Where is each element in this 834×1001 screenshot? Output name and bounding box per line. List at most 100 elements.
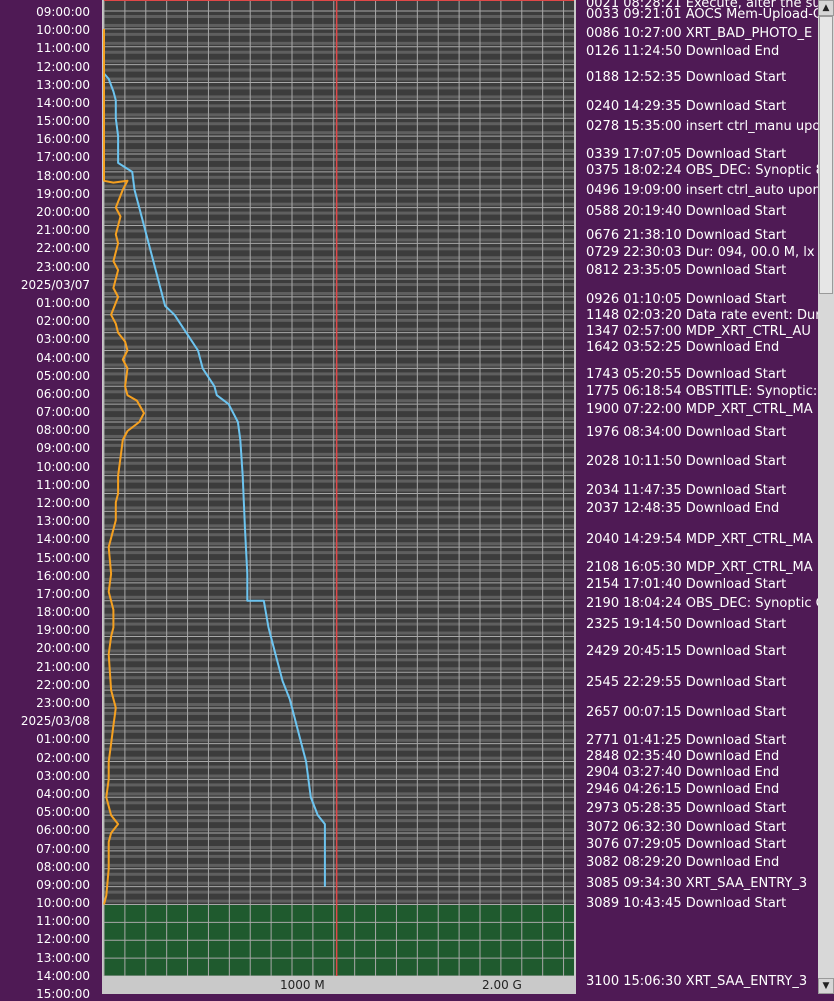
- event-entry[interactable]: 3089 10:43:45 Download Start: [586, 896, 787, 911]
- band-row: [104, 300, 574, 304]
- event-entry[interactable]: 2946 04:26:15 Download End: [586, 782, 780, 797]
- time-label: 09:00:00: [36, 877, 90, 892]
- band-row: [104, 202, 574, 206]
- event-entry[interactable]: 2771 01:41:25 Download Start: [586, 733, 787, 748]
- time-label: 20:00:00: [36, 641, 90, 656]
- band-row: [104, 122, 574, 126]
- band-row: [104, 461, 574, 465]
- time-label: 05:00:00: [36, 805, 90, 820]
- band-row: [104, 524, 574, 528]
- band-row: [104, 399, 574, 403]
- time-label: 01:00:00: [36, 295, 90, 310]
- band-row: [104, 247, 574, 251]
- time-label: 05:00:00: [36, 368, 90, 383]
- event-log[interactable]: 0021 08:28:21 Execute, alter the sub 0033…: [586, 0, 818, 994]
- band-row: [104, 470, 574, 474]
- event-entry[interactable]: 0926 01:10:05 Download Start: [586, 292, 787, 307]
- event-entry[interactable]: 0676 21:38:10 Download Start: [586, 228, 787, 243]
- band-row: [104, 497, 574, 501]
- event-entry[interactable]: 2154 17:01:40 Download Start: [586, 577, 787, 592]
- time-label: 22:00:00: [36, 677, 90, 692]
- timeline-plot[interactable]: [102, 0, 576, 994]
- time-label: 04:00:00: [36, 786, 90, 801]
- scroll-down-icon[interactable]: ▼: [818, 978, 834, 994]
- event-entry[interactable]: 0729 22:30:03 Dur: 094, 00.0 M, lx 1: [586, 245, 818, 260]
- time-label: 23:00:00: [36, 259, 90, 274]
- band-row: [104, 443, 574, 447]
- event-entry[interactable]: 2848 02:35:40 Download End: [586, 749, 780, 764]
- band-row: [104, 140, 574, 144]
- time-label: 15:00:00: [36, 987, 90, 1001]
- event-entry[interactable]: 2325 19:14:50 Download Start: [586, 617, 787, 632]
- event-entry[interactable]: 0086 10:27:00 XRT_BAD_PHOTO_E: [586, 26, 813, 41]
- event-entry[interactable]: 1347 02:57:00 MDP_XRT_CTRL_AU: [586, 324, 811, 339]
- time-label: 10:00:00: [36, 896, 90, 911]
- time-label: 15:00:00: [36, 550, 90, 565]
- time-label: 16:00:00: [36, 568, 90, 583]
- event-entry[interactable]: 1642 03:52:25 Download End: [586, 340, 780, 355]
- band-row: [104, 872, 574, 876]
- time-label: 04:00:00: [36, 350, 90, 365]
- event-entry[interactable]: 2973 05:28:35 Download Start: [586, 801, 787, 816]
- band-row: [104, 149, 574, 153]
- vertical-scrollbar[interactable]: ▲ ▼: [818, 0, 834, 994]
- band-row: [104, 819, 574, 823]
- scroll-up-icon[interactable]: ▲: [818, 0, 834, 16]
- band-row: [104, 345, 574, 349]
- band-row: [104, 810, 574, 814]
- time-label: 03:00:00: [36, 768, 90, 783]
- event-entry[interactable]: 0496 19:09:00 insert ctrl_auto upon: [586, 183, 818, 198]
- event-entry[interactable]: 1775 06:18:54 OBSTITLE: Synoptic:: [586, 384, 818, 399]
- event-entry[interactable]: 1900 07:22:00 MDP_XRT_CTRL_MA: [586, 402, 813, 417]
- event-entry[interactable]: 0339 17:07:05 Download Start: [586, 147, 787, 162]
- event-entry[interactable]: 2040 14:29:54 MDP_XRT_CTRL_MA: [586, 532, 813, 547]
- event-entry[interactable]: 0126 11:24:50 Download End: [586, 44, 780, 59]
- event-entry[interactable]: 3076 07:29:05 Download Start: [586, 837, 787, 852]
- event-entry[interactable]: 1976 08:34:00 Download Start: [586, 425, 787, 440]
- event-entry[interactable]: 1743 05:20:55 Download Start: [586, 367, 787, 382]
- band-row: [104, 899, 574, 903]
- event-entry[interactable]: 0588 20:19:40 Download Start: [586, 204, 787, 219]
- event-entry[interactable]: 0375 18:02:24 OBS_DEC: Synoptic 8: [586, 163, 818, 178]
- time-label: 23:00:00: [36, 696, 90, 711]
- event-entry[interactable]: 2108 16:05:30 MDP_XRT_CTRL_MA: [586, 560, 813, 575]
- event-entry[interactable]: 2429 20:45:15 Download Start: [586, 644, 787, 659]
- band-row: [104, 622, 574, 626]
- event-entry[interactable]: 0188 12:52:35 Download Start: [586, 70, 787, 85]
- event-entry[interactable]: 0812 23:35:05 Download Start: [586, 263, 787, 278]
- event-entry[interactable]: 2028 10:11:50 Download Start: [586, 454, 787, 469]
- event-entry[interactable]: 2545 22:29:55 Download Start: [586, 675, 787, 690]
- band-row: [104, 667, 574, 671]
- band-row: [104, 309, 574, 313]
- event-entry[interactable]: 2034 11:47:35 Download Start: [586, 483, 787, 498]
- band-row: [104, 184, 574, 188]
- band-row: [104, 506, 574, 510]
- event-entry[interactable]: 0021 08:28:21 Execute, alter the sub: [586, 0, 818, 11]
- event-entry[interactable]: 3072 06:32:30 Download Start: [586, 820, 787, 835]
- event-entry[interactable]: 3082 08:29:20 Download End: [586, 855, 780, 870]
- scrollbar-thumb[interactable]: [819, 16, 833, 294]
- band-row: [104, 32, 574, 36]
- band-row: [104, 792, 574, 796]
- time-label: 21:00:00: [36, 223, 90, 238]
- event-entry[interactable]: 2657 00:07:15 Download Start: [586, 705, 787, 720]
- time-label: 2025/03/07: [20, 277, 90, 292]
- event-entry[interactable]: 2190 18:04:24 OBS_DEC: Synoptic C: [586, 596, 818, 611]
- event-entry[interactable]: 0240 14:29:35 Download Start: [586, 99, 787, 114]
- band-row: [104, 113, 574, 117]
- event-entry[interactable]: 2037 12:48:35 Download End: [586, 501, 780, 516]
- band-row: [104, 59, 574, 63]
- event-entry[interactable]: 2904 03:27:40 Download End: [586, 765, 780, 780]
- event-entry[interactable]: 0278 15:35:00 insert ctrl_manu upon: [586, 119, 818, 134]
- time-label: 11:00:00: [36, 477, 90, 492]
- time-label: 15:00:00: [36, 114, 90, 129]
- band-row: [104, 586, 574, 590]
- event-entry[interactable]: 0033 09:21:01 AOCS Mem-Upload-C: [586, 7, 818, 22]
- event-entry[interactable]: 3100 15:06:30 XRT_SAA_ENTRY_3: [586, 974, 808, 989]
- band-row: [104, 738, 574, 742]
- time-label: 16:00:00: [36, 132, 90, 147]
- event-entry[interactable]: 1148 02:03:20 Data rate event: Dur:: [586, 308, 818, 323]
- event-entry[interactable]: 3085 09:34:30 XRT_SAA_ENTRY_3: [586, 876, 808, 891]
- time-label: 10:00:00: [36, 459, 90, 474]
- x-tick-label: 1000 M: [280, 978, 325, 992]
